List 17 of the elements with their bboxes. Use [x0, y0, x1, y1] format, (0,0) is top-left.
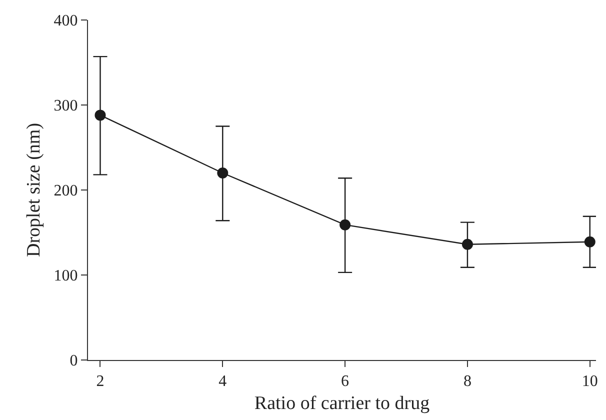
x-tick-label: 10 [582, 373, 598, 390]
y-tick-label: 400 [54, 12, 78, 30]
y-axis-title: Droplet size (nm) [24, 122, 45, 258]
point [217, 168, 228, 178]
x-tick-label: 4 [218, 373, 227, 390]
x-tick-label: 8 [463, 373, 472, 390]
y-tick-label: 200 [54, 182, 78, 200]
y-tick-label: 100 [54, 268, 78, 285]
point [462, 238, 473, 250]
point [584, 236, 596, 248]
x-tick-label: 6 [341, 373, 350, 390]
y-tick-label: 300 [54, 98, 78, 115]
y-tick-label: 0 [70, 352, 78, 370]
x-axis-title: Ratio of carrier to drug [254, 393, 430, 414]
point [94, 110, 106, 121]
x-tick-label: 2 [96, 373, 104, 390]
point [340, 219, 351, 230]
